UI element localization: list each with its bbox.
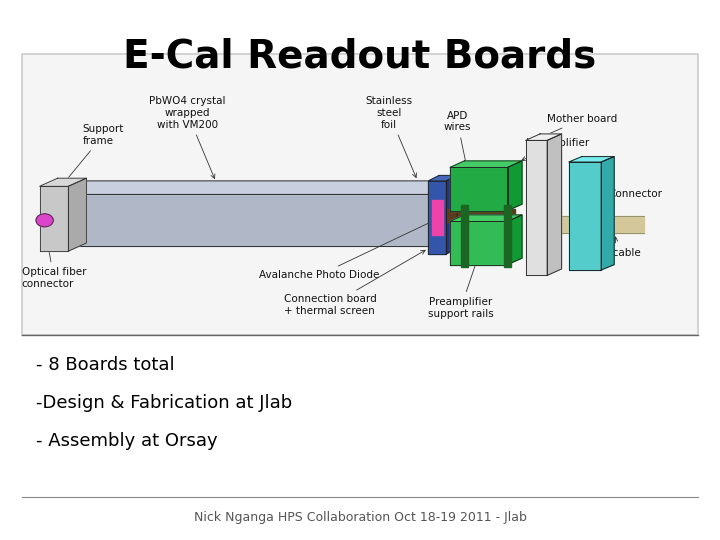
Text: -Design & Fabrication at Jlab: -Design & Fabrication at Jlab [36,394,292,412]
Polygon shape [601,157,614,270]
Text: Preamplifier
support rails: Preamplifier support rails [428,259,494,319]
Bar [446,209,515,222]
Polygon shape [428,181,446,254]
Text: Nick Nganga HPS Collaboration Oct 18-19 2011 - Jlab: Nick Nganga HPS Collaboration Oct 18-19 … [194,511,526,524]
Text: APD
wires: APD wires [444,111,471,169]
Polygon shape [508,215,522,265]
FancyBboxPatch shape [22,54,698,335]
Polygon shape [446,176,457,254]
Text: Avalanche Photo Diode: Avalanche Photo Diode [259,220,434,280]
Text: - Assembly at Orsay: - Assembly at Orsay [36,432,217,450]
Polygon shape [569,157,614,162]
Text: Mother board: Mother board [540,114,618,138]
Polygon shape [50,194,432,246]
Polygon shape [68,178,86,251]
Polygon shape [40,178,86,186]
Text: Flat cable: Flat cable [590,237,641,259]
Text: E-Cal Readout Boards: E-Cal Readout Boards [123,38,597,76]
Text: Preamplifier: Preamplifier [522,138,589,160]
Bar [504,205,511,267]
Text: PbWO4 crystal
wrapped
with VM200: PbWO4 crystal wrapped with VM200 [149,97,225,179]
Circle shape [36,214,53,227]
Polygon shape [547,134,562,275]
Polygon shape [526,134,562,140]
Polygon shape [569,162,601,270]
Polygon shape [432,200,443,235]
Text: Support
frame: Support frame [63,124,124,184]
Polygon shape [450,221,508,265]
Polygon shape [40,186,68,251]
Bar [544,216,644,233]
Polygon shape [432,181,461,246]
Text: Connector: Connector [603,190,662,205]
Polygon shape [50,181,461,194]
Bar [461,205,468,267]
Polygon shape [428,176,457,181]
Polygon shape [526,140,547,275]
Text: Connection board
+ thermal screen: Connection board + thermal screen [284,250,426,316]
Polygon shape [450,167,508,211]
Text: Stainless
steel
foil: Stainless steel foil [365,97,416,178]
Polygon shape [450,161,522,167]
Text: Optical fiber
connector: Optical fiber connector [22,231,86,289]
Polygon shape [450,215,522,221]
Text: - 8 Boards total: - 8 Boards total [36,356,175,374]
Polygon shape [508,161,522,211]
